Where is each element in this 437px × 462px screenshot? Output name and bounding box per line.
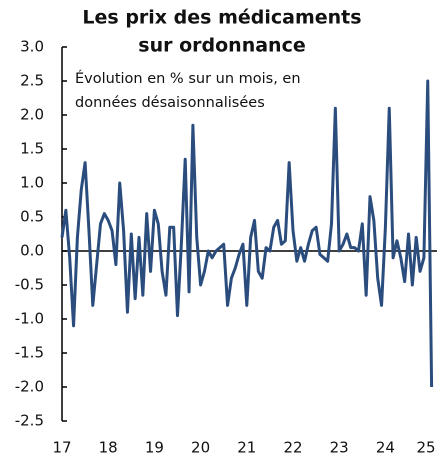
y-tick-label: -1.0 bbox=[15, 310, 44, 328]
x-tick-label: 24 bbox=[376, 439, 395, 457]
y-tick-label: 1.5 bbox=[20, 140, 44, 158]
y-tick-label: 0.5 bbox=[20, 208, 44, 226]
x-tick-label: 21 bbox=[237, 439, 256, 457]
x-tick-label: 19 bbox=[145, 439, 164, 457]
y-tick-label: 1.0 bbox=[20, 174, 44, 192]
y-tick-label: -2.5 bbox=[15, 412, 44, 430]
chart-title: sur ordonnance bbox=[138, 35, 305, 57]
chart-title: Les prix des médicaments bbox=[82, 7, 361, 29]
y-tick-label: 2.5 bbox=[20, 72, 44, 90]
y-tick-label: -2.0 bbox=[15, 378, 44, 396]
x-tick-label: 23 bbox=[330, 439, 349, 457]
y-tick-label: 3.0 bbox=[20, 38, 44, 56]
data-line bbox=[60, 79, 434, 388]
y-tick-label: -1.5 bbox=[15, 344, 44, 362]
y-tick-label: -0.5 bbox=[15, 276, 44, 294]
y-tick-label: 0.0 bbox=[20, 242, 44, 260]
x-tick-label: 22 bbox=[283, 439, 302, 457]
x-tick-label: 20 bbox=[191, 439, 210, 457]
x-tick-label: 18 bbox=[99, 439, 118, 457]
y-tick-label: 2.0 bbox=[20, 106, 44, 124]
x-tick-label: 25 bbox=[416, 439, 435, 457]
x-tick-label: 17 bbox=[52, 439, 71, 457]
chart-subtitle: données désaisonnalisées bbox=[75, 95, 265, 111]
chart-subtitle: Évolution en % sur un mois, en bbox=[75, 70, 301, 87]
